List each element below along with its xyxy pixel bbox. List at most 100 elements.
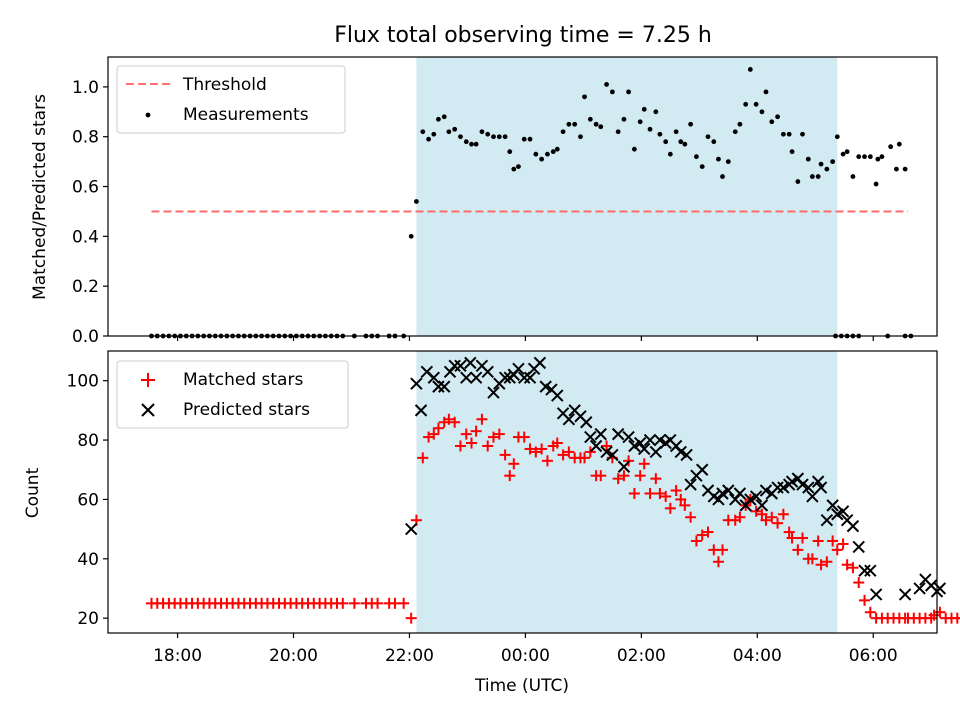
measurement-point [725, 159, 731, 165]
matched-star-point [504, 470, 516, 482]
measurement-point [896, 141, 902, 147]
measurement-point [682, 141, 688, 147]
measurement-point [805, 156, 811, 162]
measurement-point [626, 89, 631, 95]
predicted-star-point [611, 427, 625, 441]
measurements-legend-swatch [145, 112, 151, 118]
measurement-point [491, 134, 496, 140]
predicted-star-point [460, 371, 473, 384]
measurement-point [840, 151, 846, 157]
predicted-star-point [864, 564, 877, 577]
predicted-star-point [600, 445, 613, 459]
predicted-star-point [633, 436, 647, 450]
measurement-point [862, 154, 867, 160]
matched-star-point [783, 526, 795, 538]
matched-star-point [806, 553, 818, 565]
matched-star-point [638, 458, 650, 470]
measurement-point [780, 131, 786, 137]
measurement-point [830, 159, 836, 165]
predicted-star-point [580, 416, 593, 429]
matched-star-point [664, 502, 676, 514]
measurement-point [678, 139, 684, 145]
measurement-point [545, 151, 550, 157]
matched-star-point [460, 428, 472, 440]
predicted-star-point [858, 564, 871, 577]
predicted-star-point [811, 475, 825, 488]
matched-star-point [934, 606, 946, 618]
matched-star-point [634, 470, 646, 482]
matched-star-point [470, 425, 482, 437]
predicted-star-point [404, 522, 418, 536]
matched-star-point [853, 577, 865, 589]
measurement-point [436, 116, 441, 122]
measurement-point [507, 149, 513, 155]
matched-star-point [557, 449, 569, 461]
matched-star-point [650, 473, 662, 485]
predicted-star-point [414, 404, 428, 417]
measurement-point [789, 149, 795, 155]
y-tick-label: 0.2 [72, 277, 99, 297]
measurement-point [867, 154, 873, 160]
predicted-star-point [533, 356, 547, 370]
matched-star-point [443, 413, 455, 425]
y-tick-label: 1.0 [72, 78, 99, 98]
measurement-point [737, 121, 743, 127]
threshold-legend-label: Threshold [182, 75, 267, 95]
y-tick-label: 20 [77, 609, 99, 629]
matched-star-point [859, 594, 871, 606]
measurement-point [824, 166, 830, 172]
measurement-point [446, 129, 452, 135]
predicted-star-point [498, 371, 512, 384]
matched-star-point [584, 446, 596, 458]
matched-star-point [675, 493, 687, 505]
predicted-star-point [649, 445, 663, 459]
matched-star-point [847, 562, 859, 574]
predicted-star-point [796, 478, 809, 491]
measurement-point [747, 67, 753, 72]
predicted-star-point [638, 442, 651, 456]
y-axis-ticks-bottom: 20 40 60 80 100 [67, 372, 108, 629]
measurement-point [441, 114, 447, 120]
measurement-point [705, 134, 711, 140]
measurement-point [511, 166, 517, 172]
measurement-point [663, 139, 669, 145]
predicted-star-point [622, 430, 635, 444]
y-tick-label: 100 [67, 372, 99, 392]
measurement-point [420, 129, 426, 135]
matched-star-point [454, 440, 466, 452]
matched-legend-swatch [141, 373, 155, 387]
matched-star-point [428, 428, 440, 440]
predicted-star-point [464, 356, 477, 370]
measurement-point [414, 199, 419, 204]
predicted-star-point [512, 362, 525, 376]
measurement-point [850, 174, 856, 179]
matched-star-point [815, 559, 827, 571]
measurement-point [496, 134, 502, 140]
legend-top: Threshold Measurements [116, 65, 346, 134]
predicted-star-point [712, 493, 725, 506]
x-tick-label: 06:00 [849, 646, 898, 666]
measurement-point [516, 164, 521, 170]
predicted-stars-points [404, 356, 947, 601]
predicted-star-point [518, 371, 531, 384]
predicted-star-point [674, 445, 687, 459]
measurement-point [431, 131, 437, 137]
measurement-point [786, 131, 792, 137]
predicted-star-point [744, 493, 757, 506]
predicted-star-point [539, 380, 552, 393]
measurement-point [775, 114, 780, 120]
y-tick-label: 60 [77, 490, 99, 510]
measurement-point [560, 129, 566, 135]
matched-star-point [685, 511, 697, 523]
measurement-point [759, 109, 765, 115]
measurement-point [582, 94, 587, 100]
measurement-point [463, 139, 469, 145]
predicted-star-point [523, 371, 537, 384]
predicted-legend-label: Predicted stars [183, 400, 310, 420]
measurement-point [566, 121, 572, 127]
y-axis-label-top: Matched/Predicted stars [30, 94, 50, 300]
matched-star-point [628, 487, 640, 499]
matched-star-point [405, 612, 417, 624]
predicted-star-point [852, 540, 865, 554]
measurement-point [800, 131, 805, 137]
